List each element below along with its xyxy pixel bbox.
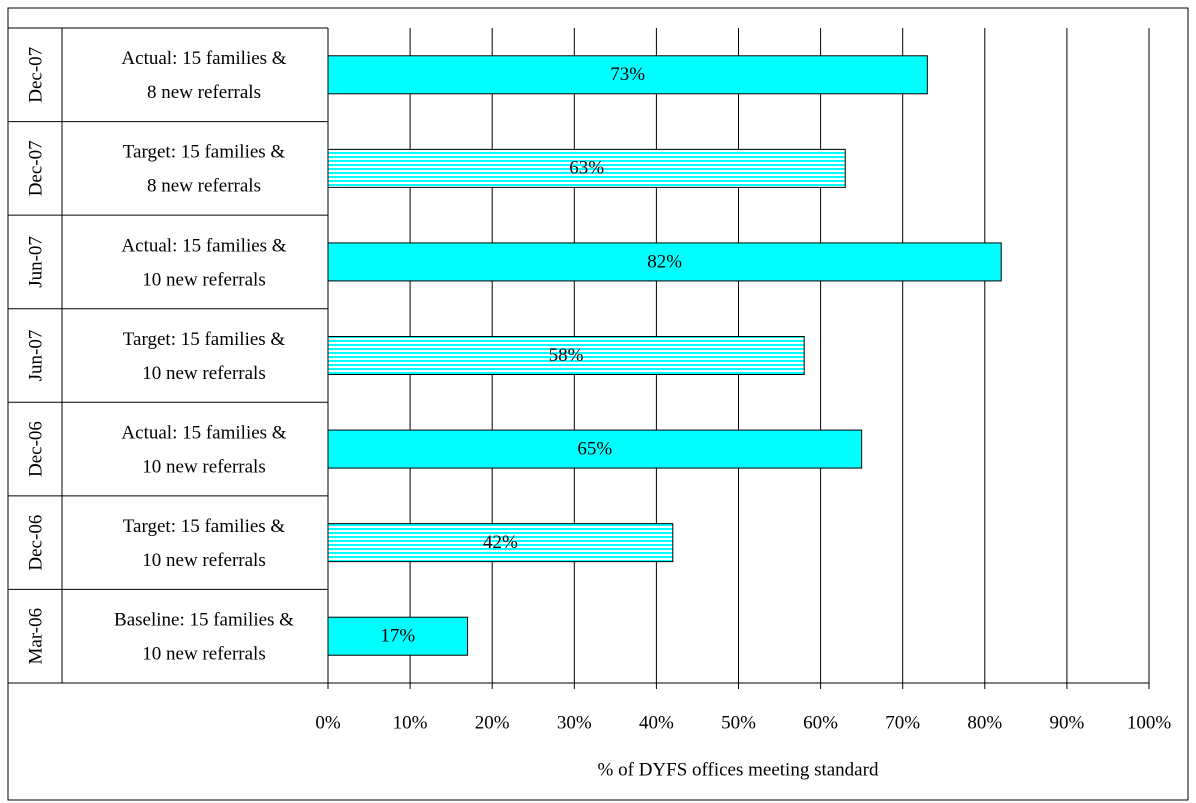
category-label: Baseline: 15 families & <box>114 610 294 631</box>
group-label: Dec-07 <box>25 140 46 196</box>
bar <box>327 242 1002 282</box>
category-label: 10 new referrals <box>142 456 265 477</box>
x-tick-label: 90% <box>1049 712 1084 733</box>
x-tick-label: 30% <box>557 712 592 733</box>
bar <box>327 523 674 563</box>
value-label: 17% <box>380 626 415 647</box>
category-label: 8 new referrals <box>147 82 261 103</box>
category-label: Actual: 15 families & <box>121 235 286 256</box>
x-tick-label: 100% <box>1127 712 1172 733</box>
group-label: Dec-07 <box>25 47 46 103</box>
bar <box>327 429 863 469</box>
x-tick-label: 60% <box>803 712 838 733</box>
value-label: 58% <box>549 345 584 366</box>
x-tick-label: 80% <box>967 712 1002 733</box>
bar <box>327 148 846 188</box>
x-tick-label: 40% <box>639 712 674 733</box>
group-label: Jun-07 <box>25 330 46 382</box>
chart-frame <box>7 7 1189 801</box>
bar <box>327 616 469 656</box>
category-label: Actual: 15 families & <box>121 48 286 69</box>
value-label: 63% <box>569 158 604 179</box>
category-label: Target: 15 families & <box>123 516 286 537</box>
value-label: 73% <box>610 64 645 85</box>
value-label: 65% <box>577 438 612 459</box>
category-label: 10 new referrals <box>142 550 265 571</box>
value-label: 82% <box>647 251 682 272</box>
category-label: 10 new referrals <box>142 644 265 665</box>
x-tick-label: 10% <box>393 712 428 733</box>
group-label: Mar-06 <box>25 608 46 665</box>
category-label: 10 new referrals <box>142 269 265 290</box>
group-label: Dec-06 <box>25 515 46 571</box>
category-label: 10 new referrals <box>142 363 265 384</box>
x-tick-label: 70% <box>885 712 920 733</box>
x-tick-label: 50% <box>721 712 756 733</box>
bar <box>327 55 928 95</box>
category-label: Actual: 15 families & <box>121 422 286 443</box>
group-label: Dec-06 <box>25 421 46 477</box>
x-axis-title: % of DYFS offices meeting standard <box>598 759 879 780</box>
category-label: Target: 15 families & <box>123 329 286 350</box>
category-label: 8 new referrals <box>147 176 261 197</box>
x-tick-label: 0% <box>315 712 341 733</box>
group-label: Jun-07 <box>25 236 46 288</box>
bar <box>327 336 805 375</box>
category-label: Target: 15 families & <box>123 142 286 163</box>
x-tick-label: 20% <box>475 712 510 733</box>
value-label: 42% <box>483 532 518 553</box>
